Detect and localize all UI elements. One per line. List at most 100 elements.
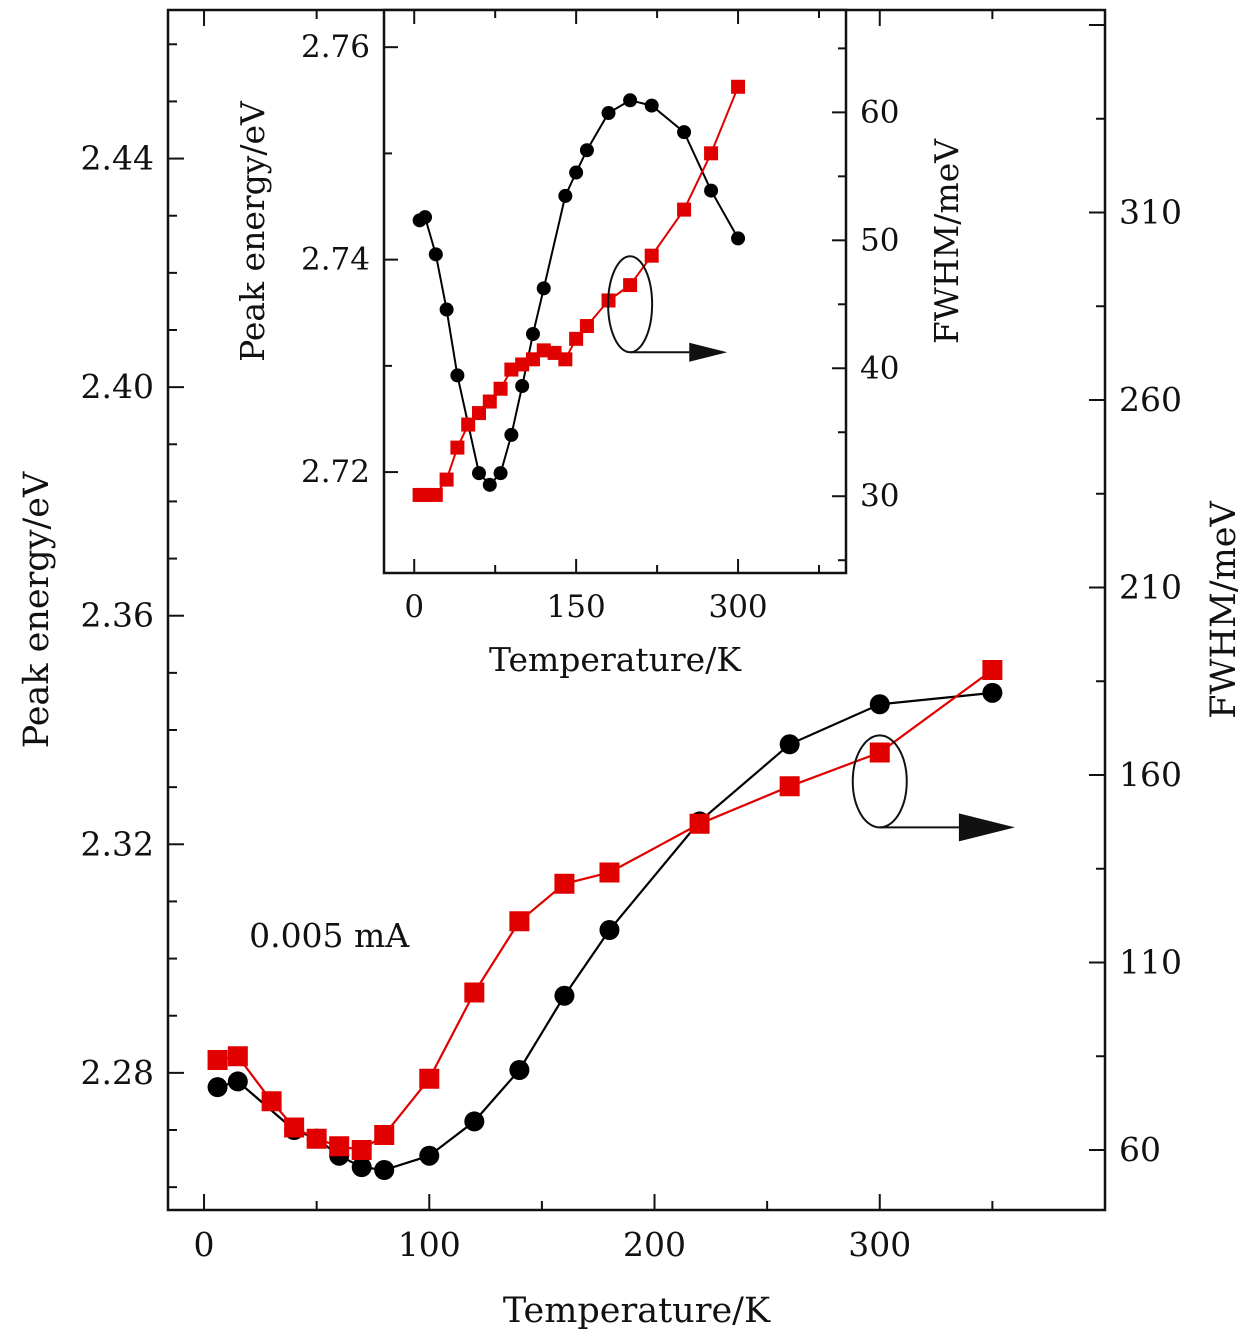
y-left-tick-label: 2.44 [81,139,154,178]
inset-background [384,10,846,573]
data-point-circle [428,247,443,262]
data-point-circle [869,694,890,715]
y-right-tick-label: 40 [860,350,899,386]
y-left-tick-label: 2.76 [301,29,370,65]
inset-series-group [412,79,746,502]
inset-x-axis-label: Temperature/K [489,640,742,679]
data-point-square [689,813,710,834]
pointer-arrow-head [958,813,1015,842]
data-point-square [869,742,890,763]
main-y-axis-label-left: Peak energy/eV [17,471,57,748]
data-point-square [644,248,659,263]
fwhm-axis-pointer [851,734,1015,842]
data-point-square [704,146,719,161]
data-point-circle [450,368,465,383]
y-left-tick-label: 2.28 [81,1053,154,1092]
x-tick-label: 300 [708,589,767,625]
data-point-square [471,406,486,421]
data-point-circle [601,106,616,121]
main-y-axis-label-right: FWHM/meV [1204,500,1244,718]
data-point-square [482,394,497,409]
data-point-circle [677,125,692,140]
y-right-tick-label: 160 [1119,755,1182,794]
y-right-tick-label: 60 [1119,1130,1161,1169]
data-point-square [504,362,519,377]
main-x-axis-label: Temperature/K [503,1291,771,1331]
data-point-square [509,911,530,932]
data-point-square [569,331,584,346]
data-point-square [493,381,508,396]
inset-y-axis-label-left: Peak energy/eV [233,100,272,362]
y-right-tick-label: 310 [1119,193,1182,232]
data-point-circle [779,734,800,755]
y-right-tick-label: 110 [1119,943,1182,982]
data-point-circle [482,477,497,492]
data-point-square [207,1050,228,1070]
data-point-square [227,1046,248,1067]
data-point-circle [374,1160,395,1180]
data-point-circle [419,1145,440,1166]
data-point-circle [504,427,519,442]
data-point-square [374,1125,395,1145]
data-point-square [428,487,443,502]
data-point-square [306,1128,327,1149]
y-left-tick-label: 2.72 [301,454,370,490]
y-right-tick-label: 50 [860,222,899,258]
x-tick-label: 100 [398,1225,461,1264]
x-tick-label: 0 [194,1225,215,1264]
data-point-circle [207,1077,228,1098]
data-point-circle [471,466,486,481]
y-right-tick-label: 260 [1119,380,1182,419]
data-point-circle [623,93,638,108]
data-point-square [461,417,476,432]
main-plot: 0 100 200 3002.282.322.362.402.446011016021… [17,8,1244,1331]
inset-fwhm-axis-pointer [607,255,728,362]
data-point-square [525,352,540,367]
data-point-circle [536,281,551,296]
data-point-square [261,1091,282,1112]
data-point-circle [644,98,659,113]
data-point-square [418,487,433,502]
y-right-tick-label: 60 [860,94,899,130]
data-point-square [554,873,575,894]
data-point-square [677,202,692,217]
y-right-tick-label: 210 [1119,568,1182,607]
data-point-square [450,440,465,455]
inset-plot: 0 150 300 2.72 2.74 2.76 30 40 50 60 Temperature/… [233,8,966,679]
data-point-circle [493,466,508,481]
data-point-circle [418,210,433,225]
x-tick-label: 150 [547,589,606,625]
current-annotation: 0.005 mA [249,916,410,955]
data-point-square [515,357,530,372]
y-left-tick-label: 2.74 [301,242,370,278]
data-point-square [779,776,800,797]
y-right-tick-label: 30 [860,478,899,514]
main-series-group [207,660,1003,1180]
data-point-square [464,982,485,1003]
data-point-square [284,1117,305,1138]
data-point-square [731,79,746,94]
data-point-circle [525,326,540,341]
data-point-circle [227,1071,248,1092]
data-point-square [558,352,573,367]
data-point-circle [599,920,620,940]
data-point-square [579,319,594,334]
data-point-circle [982,682,1003,703]
pointer-arrow-head [689,342,728,362]
y-left-tick-label: 2.32 [81,824,154,863]
data-point-square [599,862,620,883]
main-axis-ticks: 0 100 200 3002.282.322.362.402.446011016021… [81,10,1182,1264]
inset-plot-frame [382,8,848,575]
data-point-square [536,343,551,358]
data-point-square [439,472,454,487]
x-tick-label: 0 [404,589,424,625]
data-point-square [982,660,1003,680]
data-point-circle [464,1111,485,1132]
data-point-circle [579,143,594,158]
data-point-square [547,345,562,360]
data-point-square [351,1140,372,1160]
series-line-square [217,669,994,1152]
y-left-tick-label: 2.40 [81,367,154,406]
data-point-circle [515,379,530,394]
